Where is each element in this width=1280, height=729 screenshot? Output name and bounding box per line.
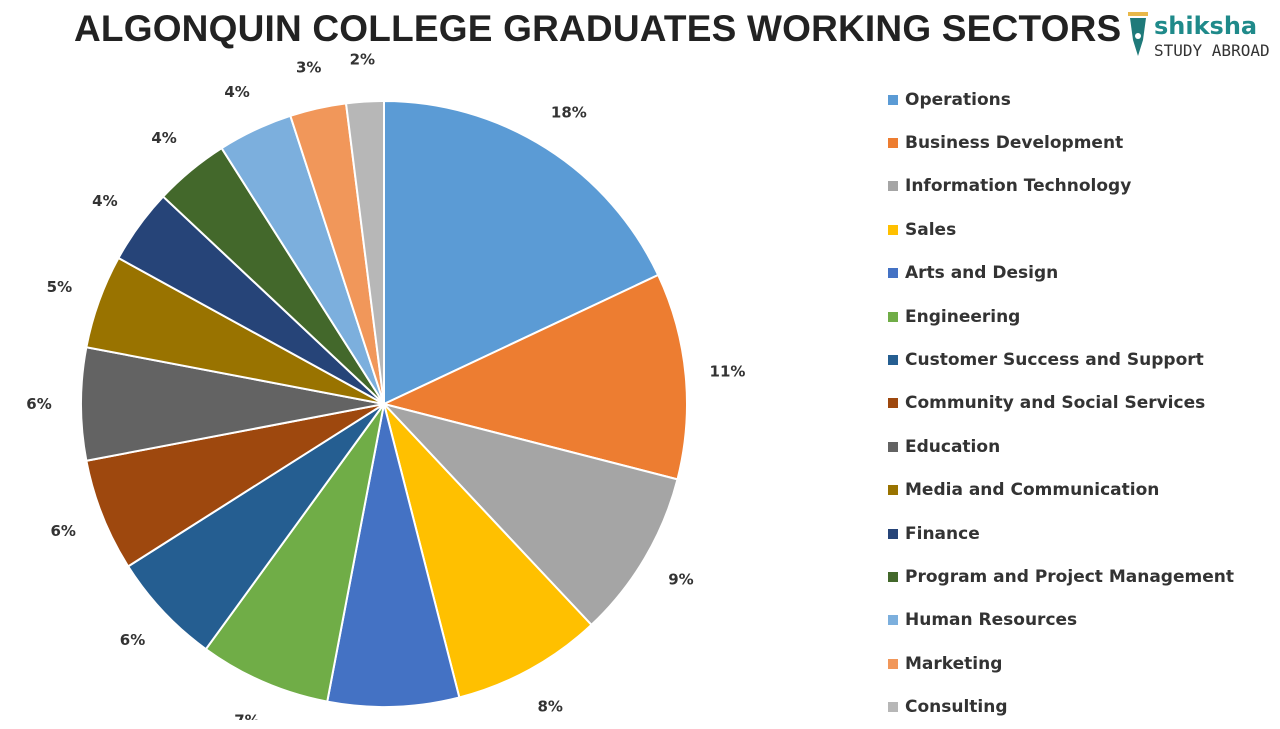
pie-chart: 18%11%9%8%7%7%6%6%6%5%4%4%4%3%2% — [26, 51, 746, 720]
legend-item: Consulting — [888, 685, 1234, 728]
legend-item: Media and Communication — [888, 469, 1234, 512]
legend-swatch — [888, 528, 898, 539]
legend-swatch — [888, 398, 898, 409]
pie-slice-operations — [383, 99, 660, 406]
legend-label: Human Resources — [905, 610, 1078, 631]
legend-item: Operations — [888, 78, 1234, 121]
data-label: 9% — [668, 571, 693, 589]
pie-slice-sales — [383, 403, 593, 699]
svg-text:STUDY ABROAD: STUDY ABROAD — [1154, 41, 1270, 60]
legend-label: Business Development — [905, 133, 1124, 154]
data-label: 8% — [537, 697, 562, 715]
legend-swatch — [888, 702, 898, 713]
legend-label: Information Technology — [905, 176, 1132, 197]
legend-item: Sales — [888, 208, 1234, 251]
chart-title: ALGONQUIN COLLEGE GRADUATES WORKING SECT… — [74, 8, 1122, 49]
data-label: 4% — [151, 129, 176, 147]
data-label: 2% — [350, 51, 375, 69]
legend-item: Arts and Design — [888, 252, 1234, 295]
pie-slice-engineering — [204, 403, 385, 703]
legend-label: Customer Success and Support — [905, 350, 1204, 371]
data-label: 4% — [92, 192, 117, 210]
legend-item: Engineering — [888, 295, 1234, 338]
legend-swatch — [888, 268, 898, 279]
legend-label: Operations — [905, 89, 1011, 110]
legend: Operations Business Development Informatio… — [888, 78, 1234, 729]
legend-label: Engineering — [905, 306, 1021, 327]
legend-swatch — [888, 224, 898, 235]
legend-item: Business Development — [888, 121, 1234, 164]
legend-swatch — [888, 94, 898, 105]
legend-label: Media and Communication — [905, 480, 1160, 501]
data-label: 5% — [47, 278, 72, 296]
legend-label: Consulting — [905, 697, 1008, 718]
legend-swatch — [888, 615, 898, 626]
legend-item: Program and Project Management — [888, 555, 1234, 598]
legend-item: Information Technology — [888, 165, 1234, 208]
legend-item: Education — [888, 425, 1234, 468]
legend-item: Human Resources — [888, 599, 1234, 642]
data-label: 6% — [120, 631, 145, 649]
legend-label: Finance — [905, 523, 980, 544]
legend-swatch — [888, 311, 898, 322]
legend-swatch — [888, 485, 898, 496]
legend-swatch — [888, 571, 898, 582]
data-label: 7% — [234, 712, 259, 720]
legend-label: Arts and Design — [905, 263, 1059, 284]
data-label: 6% — [50, 522, 75, 540]
pie-slice-arts-and-design — [326, 403, 461, 708]
legend-label: Community and Social Services — [905, 393, 1206, 414]
pie-slice-information-technology — [380, 402, 679, 627]
pie-slice-consulting — [344, 99, 385, 405]
legend-item: Finance — [888, 512, 1234, 555]
legend-swatch — [888, 138, 898, 149]
data-label: 18% — [551, 104, 587, 122]
data-label: 11% — [710, 363, 746, 381]
legend-label: Education — [905, 436, 1001, 457]
legend-swatch — [888, 441, 898, 452]
legend-swatch — [888, 658, 898, 669]
shiksha-logo: shiksha STUDY ABROAD — [1128, 12, 1270, 60]
legend-item: Marketing — [888, 642, 1234, 685]
legend-swatch — [888, 181, 898, 192]
legend-label: Program and Project Management — [905, 566, 1234, 587]
legend-item: Community and Social Services — [888, 382, 1234, 425]
svg-text:shiksha: shiksha — [1154, 12, 1257, 40]
data-label: 3% — [296, 58, 321, 76]
pie-slice-business-development — [381, 273, 688, 481]
legend-swatch — [888, 355, 898, 366]
legend-item: Customer Success and Support — [888, 338, 1234, 381]
data-label: 4% — [224, 83, 249, 101]
legend-label: Sales — [905, 219, 957, 240]
legend-label: Marketing — [905, 653, 1003, 674]
data-label: 6% — [26, 395, 51, 413]
